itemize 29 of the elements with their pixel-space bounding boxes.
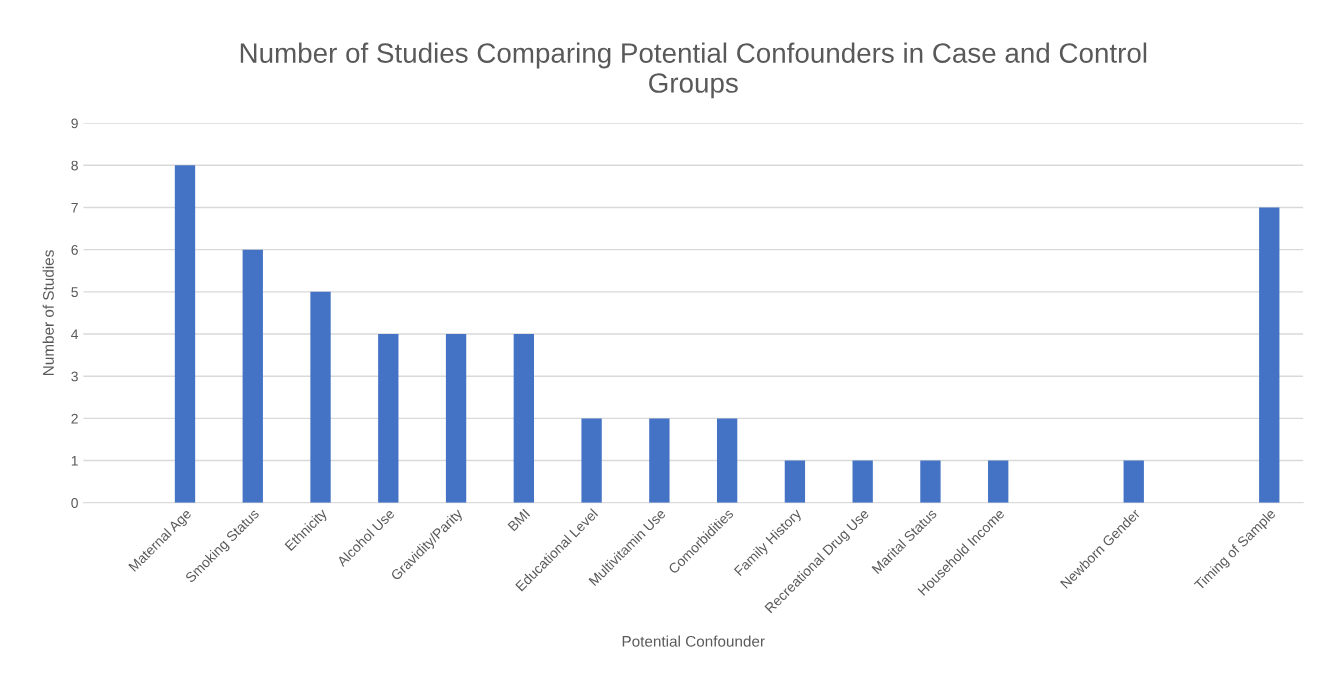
bar: [242, 249, 263, 503]
bar: [1259, 207, 1280, 503]
y-tick-label: 7: [71, 202, 78, 213]
bar: [378, 334, 399, 503]
bar: [1123, 460, 1144, 503]
bar: [174, 165, 196, 503]
y-tick-label: 3: [71, 371, 78, 382]
bar: [310, 291, 331, 503]
chart-title: Number of Studies Comparing Potential Confounders in Case and Control Groups: [240, 42, 1147, 99]
bar: [649, 418, 670, 503]
y-tick-label: 1: [71, 456, 78, 466]
bar: [716, 418, 738, 503]
y-tick-label: 6: [71, 244, 78, 255]
x-tick-label: BMI: [507, 508, 531, 532]
y-tick-label: 0: [71, 498, 78, 508]
y-tick-label: 4: [71, 329, 79, 340]
bar: [513, 334, 534, 503]
bar: [988, 460, 1009, 503]
y-tick-label: 2: [71, 413, 78, 424]
y-tick-label: 5: [71, 287, 78, 298]
bar: [581, 418, 602, 503]
bar: [445, 334, 467, 503]
y-axis-title: Number of Studies: [42, 250, 54, 375]
y-tick-label: 8: [71, 160, 78, 171]
bar: [784, 460, 806, 503]
x-axis-title: Potential Confounder: [622, 635, 765, 647]
bar: [852, 460, 873, 503]
y-tick-label: 9: [71, 118, 78, 129]
bar: [920, 460, 941, 503]
